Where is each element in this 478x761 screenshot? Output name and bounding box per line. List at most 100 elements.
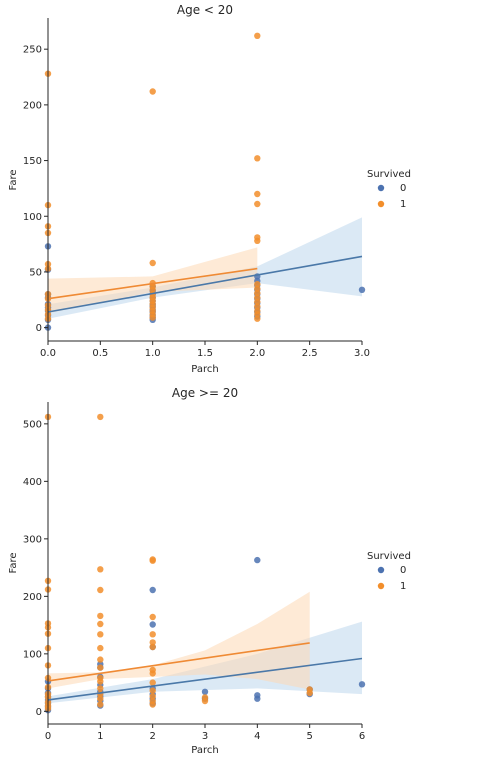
- legend: Survived 0 1: [367, 169, 411, 210]
- x-tick-label: 2.5: [302, 348, 318, 359]
- y-tick-label: 100: [23, 649, 42, 660]
- x-tick-label: 4: [254, 731, 260, 742]
- x-tick-label: 1: [97, 731, 103, 742]
- data-point-survived-1: [149, 679, 156, 686]
- y-axis-ticks: 0 100 200 300 400 500: [23, 419, 48, 718]
- plot-area: [44, 413, 366, 714]
- data-point-survived-1: [97, 644, 104, 652]
- data-point-survived-0: [149, 621, 156, 628]
- data-point-survived-1: [149, 631, 156, 638]
- data-point-survived-1: [97, 631, 104, 638]
- x-axis-label: Parch: [191, 745, 218, 756]
- data-point-survived-1: [254, 234, 261, 241]
- regression-line-survived-0: [47, 657, 363, 701]
- data-point-survived-1: [97, 612, 104, 620]
- legend-marker-survived-0: [377, 184, 385, 192]
- data-point-survived-1: [254, 289, 261, 297]
- y-tick-label: 250: [23, 45, 42, 56]
- x-tick-label: 0.0: [40, 348, 56, 359]
- x-tick-label: 5: [306, 731, 312, 742]
- x-tick-label: 3.0: [354, 348, 370, 359]
- data-point-survived-1: [149, 88, 156, 95]
- y-tick-label: 300: [23, 534, 42, 545]
- y-tick-label: 400: [23, 477, 42, 488]
- legend-label-survived-1: 1: [400, 199, 406, 210]
- data-point-survived-0: [254, 556, 261, 564]
- x-tick-label: 1.5: [197, 348, 213, 359]
- data-point-survived-1: [254, 298, 261, 306]
- regression-line-survived-1: [47, 642, 310, 682]
- data-point-survived-1: [97, 695, 104, 702]
- x-tick-label: 0.5: [92, 348, 108, 359]
- data-point-survived-1: [149, 693, 156, 700]
- data-point-survived-1: [97, 701, 104, 708]
- legend-title: Survived: [367, 169, 411, 180]
- x-tick-label: 0: [45, 731, 51, 742]
- y-tick-label: 200: [23, 100, 42, 111]
- data-point-survived-1: [97, 664, 104, 671]
- y-axis-ticks: 0 50 100 150 200 250: [23, 45, 48, 334]
- data-point-survived-1: [254, 285, 261, 292]
- data-point-survived-1: [254, 294, 261, 301]
- regression-line-survived-1: [47, 267, 258, 300]
- data-point-survived-1: [97, 566, 104, 573]
- y-axis-label: Fare: [8, 552, 19, 573]
- panel-title: Age >= 20: [172, 386, 238, 400]
- data-point-survived-1: [97, 674, 104, 682]
- legend-label-survived-0: 0: [400, 183, 406, 194]
- data-point-survived-0: [149, 586, 156, 594]
- data-point-survived-1: [149, 639, 156, 646]
- data-point-survived-1: [149, 697, 156, 705]
- data-point-survived-1: [97, 413, 104, 421]
- data-point-survived-1: [97, 586, 104, 594]
- data-point-survived-1: [149, 687, 156, 694]
- panel-age-under-20: Age < 20 0.0 0.5 1.0 1.5 2.0 2.5 3.0 0 50 100 150…: [8, 3, 411, 375]
- confidence-band-survived-1: [48, 591, 310, 690]
- x-tick-label: 6: [359, 731, 365, 742]
- data-point-survived-1: [149, 613, 156, 621]
- data-point-survived-1: [149, 556, 156, 563]
- data-point-survived-1: [97, 620, 104, 628]
- data-point-survived-1: [97, 685, 104, 692]
- data-point-survived-1: [254, 303, 261, 310]
- data-point-survived-0: [358, 286, 366, 293]
- panel-title: Age < 20: [177, 3, 233, 17]
- data-point-survived-1: [149, 666, 156, 674]
- x-axis-label: Parch: [191, 364, 218, 375]
- legend-label-survived-0: 0: [400, 565, 406, 576]
- data-point-survived-0: [201, 688, 209, 695]
- y-axis-label: Fare: [8, 169, 19, 190]
- data-point-survived-1: [201, 694, 209, 701]
- y-tick-label: 0: [36, 707, 42, 718]
- data-point-survived-0: [254, 692, 261, 699]
- plot-area: [44, 32, 366, 331]
- legend: Survived 0 1: [367, 551, 411, 592]
- x-axis-ticks: 0.0 0.5 1.0 1.5 2.0 2.5 3.0: [40, 341, 370, 359]
- regression-line-survived-0: [47, 255, 363, 313]
- data-point-survived-1: [254, 200, 261, 208]
- x-tick-label: 1.0: [145, 348, 161, 359]
- legend-marker-survived-0: [377, 566, 385, 574]
- y-tick-label: 500: [23, 419, 42, 430]
- data-point-survived-1: [254, 32, 261, 39]
- data-point-survived-1: [254, 307, 261, 315]
- y-tick-label: 100: [23, 212, 42, 223]
- legend-marker-survived-1: [377, 200, 385, 208]
- data-point-survived-1: [254, 315, 261, 322]
- x-tick-label: 2: [149, 731, 155, 742]
- y-tick-label: 0: [36, 323, 42, 334]
- y-tick-label: 200: [23, 592, 42, 603]
- legend-title: Survived: [367, 551, 411, 562]
- x-tick-label: 3: [202, 731, 208, 742]
- data-point-survived-1: [149, 259, 156, 267]
- x-axis-ticks: 0 1 2 3 4 5 6: [45, 724, 365, 742]
- y-tick-label: 150: [23, 156, 42, 167]
- x-tick-label: 2.0: [249, 348, 265, 359]
- y-tick-label: 50: [29, 267, 42, 278]
- data-point-survived-1: [97, 656, 104, 663]
- data-point-survived-1: [254, 155, 261, 162]
- data-point-survived-1: [306, 686, 313, 693]
- data-point-survived-1: [254, 190, 261, 198]
- legend-marker-survived-1: [377, 582, 385, 590]
